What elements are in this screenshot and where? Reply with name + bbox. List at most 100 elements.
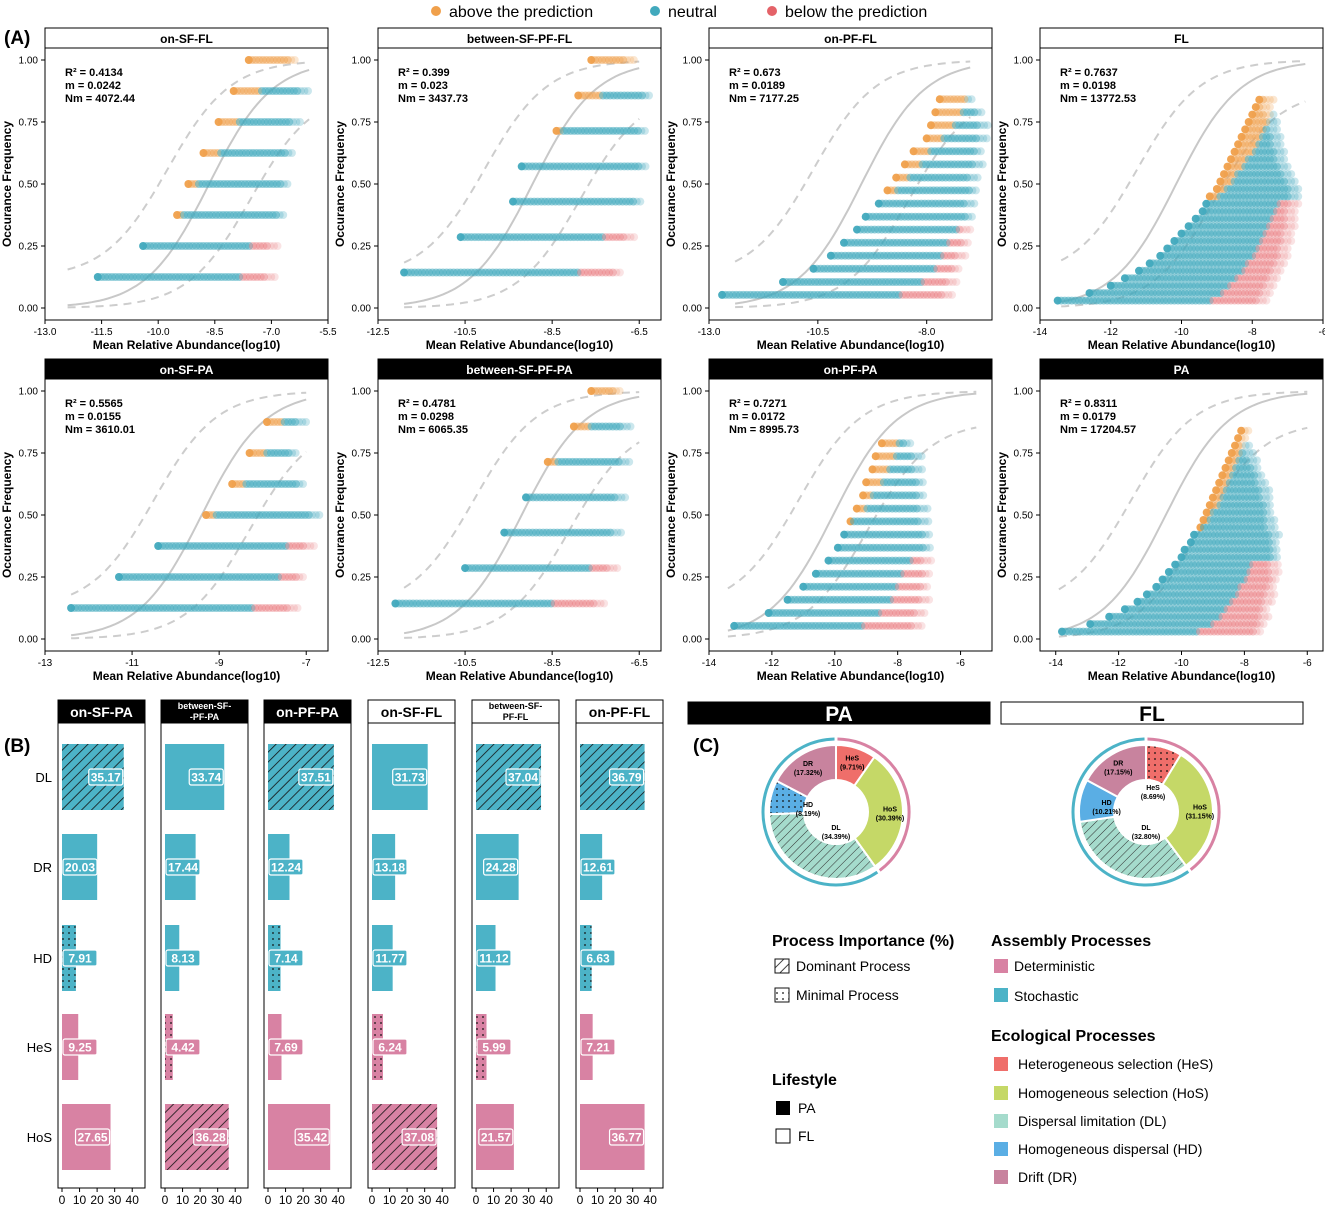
data-point [861,621,869,630]
data-point [619,233,628,242]
bar-panel-on-SF-FL: on-SF-FL 31.73 13.18 11.77 6.24 37.08 0 10 20 30 4… [367,699,456,1207]
data-point [612,268,621,277]
data-point [276,180,285,188]
data-point [1248,281,1257,290]
y-tick-label: 1.00 [352,387,372,398]
data-point [1270,590,1279,599]
upper-ci-curve [734,60,971,263]
x-tick-label: -12.5 [367,658,390,669]
data-point [1294,199,1303,208]
data-point [1265,501,1274,510]
data-point [1273,199,1281,208]
data-point [1271,538,1280,547]
data-point [901,582,910,591]
data-point [1255,296,1264,305]
data-point [910,452,919,461]
data-point [963,238,972,247]
data-point [1217,620,1226,629]
data-point [1269,155,1278,164]
data-point [1273,207,1281,216]
data-point [586,599,594,608]
data-point [898,290,907,299]
data-point [975,134,984,143]
data-point [1265,95,1274,104]
bar-x-tick-label: 30 [522,1193,536,1207]
data-point [1264,612,1273,621]
x-tick-label: -7 [302,658,311,669]
stat-nm: Nm = 3610.01 [65,424,135,436]
data-point [1234,590,1243,599]
data-point [1276,147,1285,156]
bar-value-label: 31.73 [395,771,425,785]
data-point [942,238,951,247]
data-point [964,186,973,195]
data-point [1242,620,1250,629]
x-tick-label: -8 [893,658,902,669]
data-point [1280,222,1289,231]
bar-value-label: 7.21 [586,1041,610,1055]
data-point [1257,597,1266,606]
y-tick-label: 0.75 [19,118,39,129]
data-point [245,242,254,250]
data-point [1273,222,1281,231]
data-point [970,108,979,117]
data-point [936,264,945,273]
y-tick-label: 0.75 [352,449,372,460]
stat-r2: R² = 0.673 [729,67,781,79]
data-point [906,439,915,448]
data-point [973,108,982,117]
data-point [1283,185,1292,193]
data-point [1276,259,1285,268]
data-point [973,121,981,130]
data-point [288,573,297,581]
data-point [571,599,580,608]
data-point [629,56,638,64]
data-point [1270,523,1279,532]
data-point [255,242,264,250]
data-point [291,480,300,488]
data-point [963,173,971,182]
data-point [1255,289,1264,298]
data-point [279,604,288,612]
legend-c: Process Importance (%) Dominant Process … [772,933,1213,1185]
data-point [916,504,925,513]
data-point [1251,266,1260,275]
bar-value-label: 8.13 [171,952,195,966]
y-tick-label: 1.00 [352,56,372,67]
donut-label-HeS: HeS [1146,785,1160,792]
bar-x-tick-label: 0 [369,1193,376,1207]
data-point [912,582,921,591]
bar-panel-title-line2: PF-FL [503,712,529,722]
data-point [973,147,982,156]
data-point [1234,289,1243,298]
data-point [912,290,921,299]
data-point [1205,296,1214,305]
data-point [918,595,926,604]
bar-panel-title: on-PF-PA [276,704,339,720]
y-axis-label: Occurance Frequency [664,121,678,247]
data-point [1269,274,1278,283]
y-tick-label: 0.75 [1014,118,1034,129]
data-point [930,290,939,299]
panel-title: on-PF-PA [824,363,878,377]
bar-value-label: 20.03 [65,861,95,875]
data-point [293,87,302,95]
data-point [605,233,614,242]
data-point [273,242,282,250]
data-point [589,599,598,608]
donut-label-DR: DR [1113,761,1123,768]
data-point [1261,478,1270,487]
data-point [1251,251,1260,260]
data-point [912,556,921,565]
data-point [1232,612,1241,621]
data-point [923,290,932,299]
data-point [922,543,931,552]
data-point [1257,612,1266,621]
data-point [1269,251,1278,260]
data-point [1269,281,1278,290]
data-point [900,595,909,604]
data-point [1245,441,1254,450]
data-point [1262,229,1271,238]
data-point [261,604,270,612]
x-tick-label: -6 [956,658,965,669]
